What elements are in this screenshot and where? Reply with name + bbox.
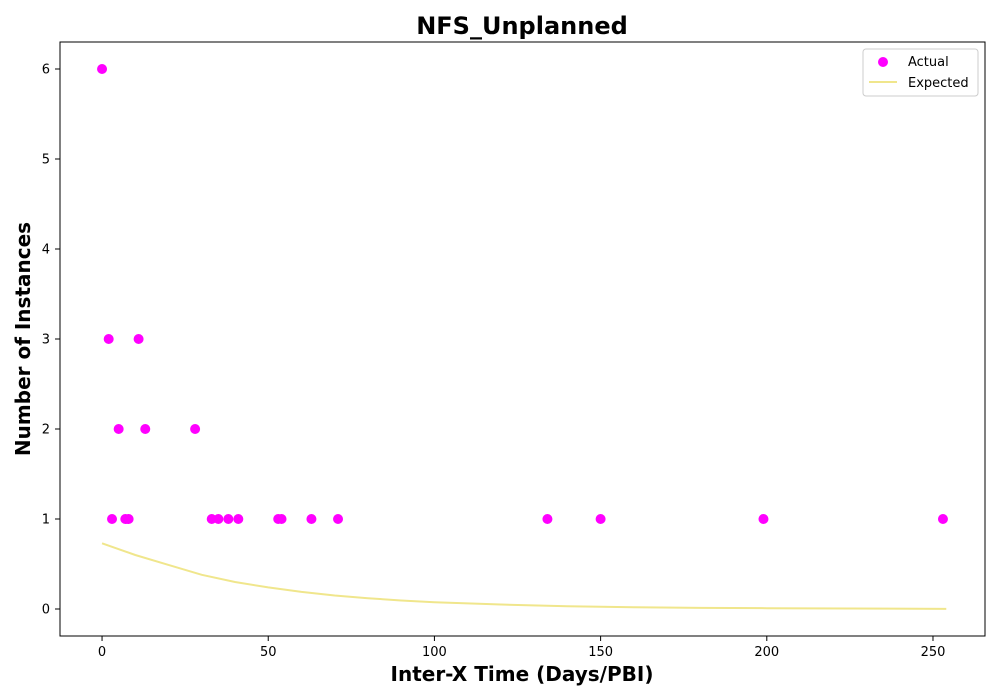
actual-data-point	[937, 514, 948, 524]
expected-line-layer	[101, 542, 947, 610]
legend: Actual Expected	[862, 48, 979, 97]
legend-box	[862, 48, 979, 97]
actual-data-point	[758, 514, 769, 524]
legend-actual-label: Actual	[908, 55, 949, 70]
actual-data-point	[333, 514, 344, 524]
actual-data-point	[276, 514, 287, 524]
x-tick-label: 100	[422, 645, 447, 660]
actual-data-point	[140, 424, 151, 434]
chart-title: NFS_Unplanned	[416, 12, 628, 40]
y-axis-ticks: 0 1 2 3 4 5 6	[42, 63, 60, 618]
actual-data-point	[306, 514, 317, 524]
actual-data-point	[133, 334, 144, 344]
actual-data-point	[223, 514, 234, 524]
y-tick-label: 3	[42, 333, 50, 348]
y-tick-label: 0	[42, 603, 50, 618]
x-axis-ticks: 0 50 100 150 200 250	[98, 636, 945, 660]
x-tick-label: 0	[98, 645, 106, 660]
y-tick-label: 4	[42, 243, 50, 258]
actual-data-point	[190, 424, 201, 434]
x-axis-label: Inter-X Time (Days/PBI)	[391, 662, 654, 686]
x-tick-label: 200	[754, 645, 779, 660]
actual-points-layer	[97, 64, 948, 524]
actual-data-point	[123, 514, 134, 524]
actual-data-point	[595, 514, 606, 524]
actual-data-point	[113, 424, 124, 434]
actual-data-point	[97, 64, 108, 74]
y-tick-label: 1	[42, 513, 50, 528]
y-tick-label: 6	[42, 63, 50, 78]
actual-data-point	[542, 514, 553, 524]
plot-area: 0 50 100 150 200 250 0 1 2 3 4 5 6	[42, 41, 986, 660]
legend-actual-marker	[878, 57, 888, 67]
x-tick-label: 50	[260, 645, 277, 660]
y-axis-label: Number of Instances	[11, 222, 35, 456]
actual-data-point	[213, 514, 224, 524]
actual-data-point	[233, 514, 244, 524]
legend-expected-label: Expected	[908, 76, 969, 91]
x-tick-label: 250	[921, 645, 946, 660]
expected-line	[101, 542, 947, 610]
actual-data-point	[103, 334, 114, 344]
actual-data-point	[107, 514, 118, 524]
y-tick-label: 2	[42, 423, 50, 438]
x-tick-label: 150	[588, 645, 613, 660]
y-tick-label: 5	[42, 153, 50, 168]
